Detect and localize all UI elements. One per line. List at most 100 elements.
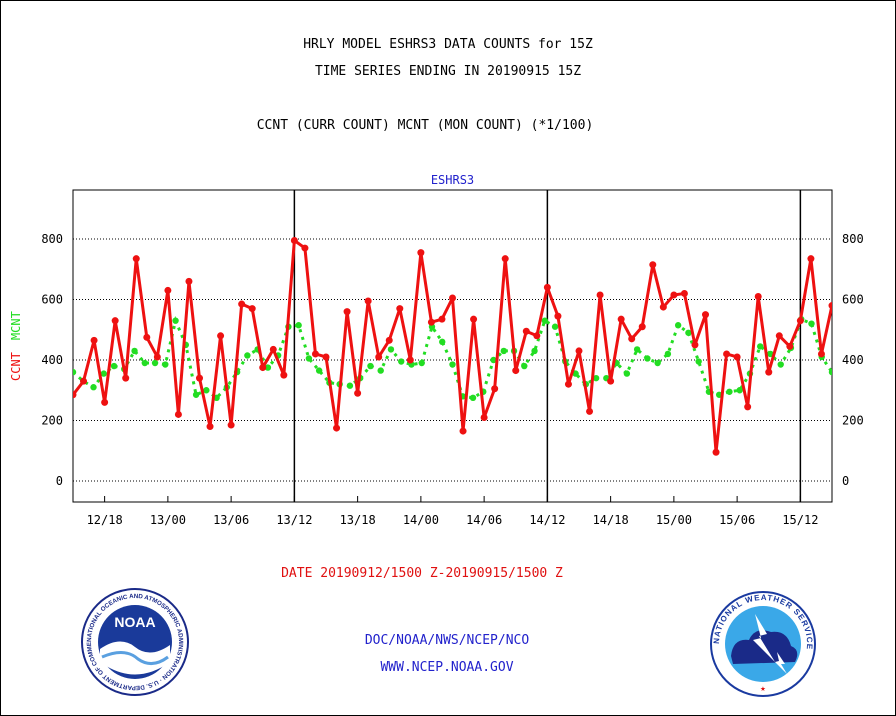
point-mcnt [695, 358, 702, 365]
series-line-mcnt [73, 315, 832, 400]
point-mcnt [367, 362, 374, 370]
date-range-label: DATE 20190912/1500 Z-20190915/1500 Z [281, 566, 563, 581]
point-ccnt [196, 374, 203, 382]
point-mcnt [521, 362, 528, 370]
point-ccnt [343, 308, 351, 316]
point-ccnt [238, 300, 246, 308]
point-ccnt [143, 333, 151, 341]
point-mcnt [726, 388, 733, 395]
point-ccnt [828, 302, 832, 310]
point-mcnt [736, 387, 743, 394]
point-ccnt [649, 261, 657, 269]
y-tick-label-right: 400 [842, 353, 864, 367]
point-mcnt [141, 359, 148, 367]
point-mcnt [398, 358, 405, 365]
point-mcnt [664, 350, 672, 358]
point-ccnt [427, 318, 435, 326]
x-tick-label: 13/18 [340, 513, 376, 527]
point-ccnt [375, 353, 383, 361]
point-ccnt [449, 294, 456, 302]
y-tick-label-left: 600 [41, 293, 63, 307]
y-tick-label-right: 200 [842, 414, 864, 428]
y-tick-label-left: 800 [41, 232, 63, 246]
point-ccnt [185, 277, 193, 285]
point-mcnt [377, 367, 384, 374]
point-mcnt [264, 364, 272, 371]
point-ccnt [217, 332, 225, 340]
point-mcnt [757, 343, 764, 350]
point-mcnt [110, 362, 118, 370]
point-mcnt [777, 361, 784, 368]
point-ccnt [322, 353, 330, 361]
x-tick-label: 15/12 [782, 513, 818, 527]
org-label: DOC/NOAA/NWS/NCEP/NCO [364, 633, 530, 648]
point-ccnt [702, 311, 709, 319]
plot-title: ESHRS3 [431, 173, 474, 187]
point-mcnt [531, 347, 538, 355]
point-mcnt [151, 359, 159, 367]
point-mcnt [551, 323, 559, 330]
point-ccnt [470, 315, 478, 323]
point-mcnt [592, 374, 600, 382]
y-axis-label-ccnt: CCNT [9, 352, 23, 381]
point-ccnt [522, 327, 530, 335]
point-ccnt [259, 364, 267, 372]
point-mcnt [808, 320, 815, 327]
x-tick-label: 12/18 [87, 513, 123, 527]
point-ccnt [765, 368, 773, 376]
y-tick-label-right: 800 [842, 232, 864, 246]
point-ccnt [754, 292, 762, 300]
point-ccnt [607, 377, 615, 385]
point-ccnt [596, 291, 604, 299]
point-ccnt [691, 341, 699, 349]
point-ccnt [480, 413, 488, 421]
x-tick-label: 13/12 [276, 513, 312, 527]
point-mcnt [674, 322, 682, 329]
plot-border [72, 189, 833, 503]
point-ccnt [564, 380, 572, 388]
point-ccnt [333, 424, 341, 432]
x-tick-label: 15/06 [719, 513, 755, 527]
point-mcnt [439, 338, 446, 346]
x-tick-label: 13/00 [150, 513, 186, 527]
point-ccnt [311, 350, 319, 358]
nws-logo: NATIONAL WEATHER SERVICE ★ [710, 591, 816, 697]
point-mcnt [203, 387, 210, 394]
point-mcnt [315, 367, 323, 374]
point-ccnt [417, 249, 425, 257]
website-link[interactable]: WWW.NCEP.NOAA.GOV [380, 660, 514, 675]
point-ccnt [164, 286, 172, 294]
point-mcnt [685, 329, 692, 336]
point-mcnt [633, 346, 641, 353]
point-ccnt [712, 448, 720, 456]
point-ccnt [354, 389, 362, 397]
point-ccnt [733, 353, 741, 361]
point-ccnt [786, 342, 794, 350]
point-ccnt [533, 332, 541, 340]
point-mcnt [572, 370, 579, 377]
svg-text:NOAA: NOAA [114, 614, 155, 630]
y-tick-label-right: 0 [842, 474, 849, 488]
point-ccnt [617, 315, 625, 323]
chart-title-line1: HRLY MODEL ESHRS3 DATA COUNTS for 15Z [303, 37, 593, 52]
point-ccnt [501, 255, 509, 263]
y-tick-label-left: 200 [41, 414, 63, 428]
point-ccnt [248, 305, 256, 313]
point-ccnt [364, 297, 372, 305]
point-ccnt [543, 283, 551, 291]
point-mcnt [131, 347, 138, 355]
point-ccnt [174, 410, 182, 418]
point-mcnt [244, 352, 251, 359]
point-ccnt [586, 407, 594, 415]
point-ccnt [775, 332, 783, 340]
x-tick-label: 15/00 [656, 513, 692, 527]
point-ccnt [301, 244, 309, 252]
point-ccnt [101, 398, 109, 406]
point-ccnt [744, 403, 752, 411]
point-mcnt [305, 355, 313, 362]
point-ccnt [817, 350, 825, 358]
point-ccnt [796, 317, 804, 325]
noaa-logo: NOAA NATIONAL OCEANIC AND ATMOSPHERIC AD… [80, 587, 189, 696]
point-ccnt [132, 255, 140, 263]
